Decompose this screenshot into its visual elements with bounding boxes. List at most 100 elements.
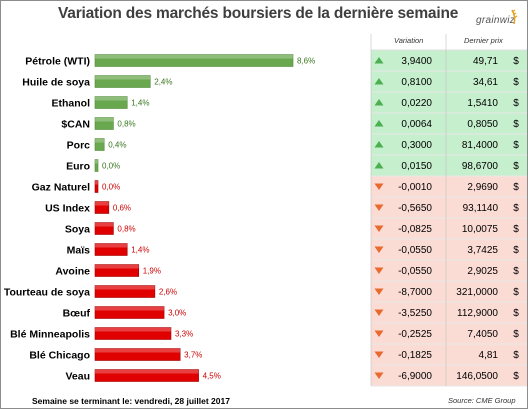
bar-highlight	[95, 96, 128, 101]
variation-value: -8,7000	[398, 287, 432, 298]
bar	[94, 327, 172, 340]
bar	[94, 138, 105, 151]
category-label: Pétrole (WTI)	[25, 56, 90, 68]
brand-logo: grainwiz	[476, 6, 526, 32]
value-label: 8,6%	[297, 57, 315, 66]
variation-value: 0,3000	[401, 140, 432, 151]
price-value: 93,1140	[463, 203, 499, 214]
variation-value: -0,0010	[398, 182, 432, 193]
down-arrow-icon	[374, 267, 384, 274]
price-value: 4,81	[479, 350, 499, 361]
down-arrow-icon	[374, 309, 384, 316]
wheat-icon	[511, 9, 518, 25]
value-label: 3,7%	[184, 351, 202, 360]
up-arrow-icon	[374, 78, 384, 85]
table-row	[371, 50, 527, 71]
currency-symbol: $	[513, 56, 519, 67]
price-value: 49,71	[473, 56, 498, 67]
price-value: 7,4050	[467, 329, 498, 340]
currency-symbol: $	[513, 224, 519, 235]
table-row	[371, 239, 527, 260]
variation-value: -0,0550	[398, 245, 432, 256]
table-row	[371, 113, 527, 134]
value-label: 1,9%	[143, 267, 161, 276]
price-value: 2,9025	[467, 266, 498, 277]
table-row	[371, 260, 527, 281]
table-row	[371, 323, 527, 344]
down-arrow-icon	[374, 351, 384, 358]
variation-value: -6,9000	[398, 371, 432, 382]
category-label: Bœuf	[63, 308, 91, 320]
bar	[94, 369, 199, 382]
value-label: 0,4%	[108, 141, 126, 150]
price-value: 1,5410	[467, 98, 498, 109]
category-label: Ethanol	[52, 98, 91, 110]
bar-highlight	[95, 159, 98, 164]
bar-highlight	[95, 222, 114, 227]
currency-symbol: $	[513, 140, 519, 151]
source-note: Source: CME Group	[448, 396, 516, 405]
category-label: Huile de soya	[22, 77, 90, 89]
currency-symbol: $	[513, 98, 519, 109]
logo-text: grainwiz	[476, 15, 516, 26]
price-value: 10,0075	[462, 224, 499, 235]
category-label: Euro	[66, 161, 90, 173]
category-label: Avoine	[55, 266, 90, 278]
variation-header: Variation	[394, 36, 424, 45]
bar	[94, 243, 128, 256]
down-arrow-icon	[374, 225, 384, 232]
value-label: 2,6%	[159, 288, 177, 297]
currency-symbol: $	[513, 266, 519, 277]
category-label: US Index	[45, 203, 90, 215]
variation-value: -3,5250	[398, 308, 432, 319]
price-value: 34,61	[473, 77, 498, 88]
price-value: 2,9690	[467, 182, 498, 193]
bar-highlight	[95, 54, 293, 59]
price-value: 146,0500	[456, 371, 498, 382]
price-header: Dernier prix	[464, 36, 503, 45]
bar	[94, 159, 99, 172]
value-label: 0,6%	[113, 204, 131, 213]
down-arrow-icon	[374, 372, 384, 379]
price-value: 0,8050	[467, 119, 498, 130]
value-label: 0,0%	[102, 183, 120, 192]
chart-title: Variation des marchés boursiers de la de…	[58, 5, 459, 22]
bar	[94, 264, 140, 277]
currency-symbol: $	[513, 119, 519, 130]
bar-highlight	[95, 75, 151, 80]
up-arrow-icon	[374, 99, 384, 106]
currency-symbol: $	[513, 350, 519, 361]
table-row	[371, 176, 527, 197]
bar-highlight	[95, 264, 139, 269]
category-label: $CAN	[61, 119, 90, 131]
bar-highlight	[95, 138, 105, 143]
down-arrow-icon	[374, 246, 384, 253]
category-label: Gaz Naturel	[32, 182, 90, 194]
variation-value: -0,0825	[398, 224, 432, 235]
bar-highlight	[95, 243, 128, 248]
value-label: 1,4%	[131, 99, 149, 108]
value-label: 2,4%	[154, 78, 172, 87]
bar-highlight	[95, 285, 155, 290]
currency-symbol: $	[513, 245, 519, 256]
category-label: Tourteau de soya	[4, 287, 90, 299]
bar-highlight	[95, 327, 171, 332]
variation-value: -0,0550	[398, 266, 432, 277]
variation-value: -0,5650	[398, 203, 432, 214]
table-row	[371, 281, 527, 302]
bar-highlight	[95, 180, 98, 185]
bar	[94, 54, 294, 67]
bar	[94, 117, 114, 130]
price-value: 321,0000	[456, 287, 498, 298]
up-arrow-icon	[374, 162, 384, 169]
variation-value: 3,9400	[401, 56, 432, 67]
down-arrow-icon	[374, 183, 384, 190]
bar	[94, 75, 151, 88]
down-arrow-icon	[374, 330, 384, 337]
currency-symbol: $	[513, 182, 519, 193]
table-row	[371, 134, 527, 155]
table-row	[371, 71, 527, 92]
currency-symbol: $	[513, 77, 519, 88]
bar	[94, 96, 128, 109]
